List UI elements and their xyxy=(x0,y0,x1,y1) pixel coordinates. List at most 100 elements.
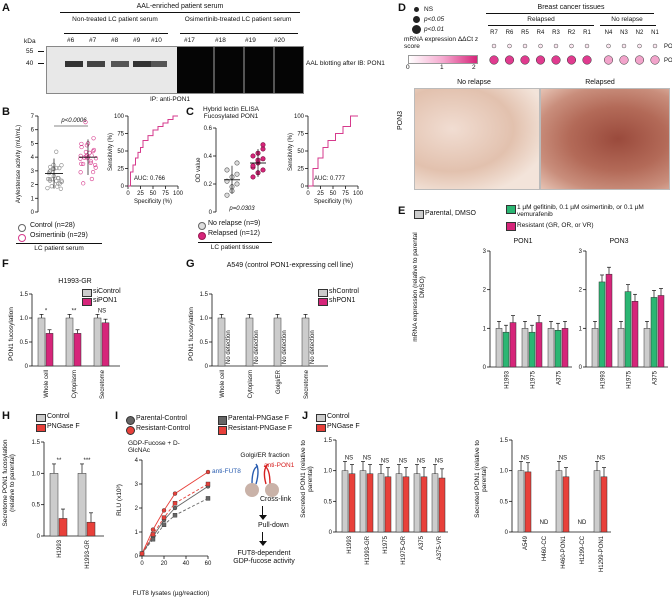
c-roc-auc: AUC: 0.777 xyxy=(314,176,346,182)
g-ylabel: PON1 fucosylation xyxy=(188,307,195,361)
i-point xyxy=(150,532,156,537)
b-scatter-point xyxy=(83,149,88,155)
b-scatter-point xyxy=(88,160,93,165)
c-roc-y-tick-label: 50 xyxy=(297,149,304,155)
f-x-tick-label: Secretome xyxy=(100,369,106,399)
e1-bar xyxy=(561,328,569,368)
d-scale-label: mRNA expression ΔΔCt z score xyxy=(404,36,479,51)
c-roc-y-tick-label: 25 xyxy=(297,167,304,173)
g-no-detection: No detection xyxy=(226,330,232,364)
h-legend-control: Control xyxy=(47,413,70,420)
g-x-tick-label: Cytoplasm xyxy=(248,370,254,398)
e1-bar xyxy=(521,328,529,368)
i-y-tick-label: 1 xyxy=(135,530,139,536)
i-point xyxy=(139,551,145,556)
e-ylabel: mRNA expression (relative to parental DM… xyxy=(412,232,427,342)
a-kda: kDa xyxy=(24,38,36,45)
e2-bar xyxy=(591,328,599,368)
i-y-tick-label: 3 xyxy=(135,482,139,488)
e-title-pon3: PON3 xyxy=(609,238,629,245)
e2-bar xyxy=(631,301,639,368)
e1-y-tick-label: 0 xyxy=(483,365,487,371)
d-scale-0: 0 xyxy=(406,64,410,71)
a-header: AAL-enriched patient serum xyxy=(136,3,224,10)
j2-annotation: ND xyxy=(578,520,587,526)
f-y-tick-label: 0 xyxy=(25,364,29,370)
h-x-tick-label: H1993-GR xyxy=(85,539,91,568)
h-y-tick-label: 0.5 xyxy=(32,503,41,509)
c-scatter-point xyxy=(260,146,266,152)
j1-bar xyxy=(366,473,374,533)
a-lane-9: #9 xyxy=(133,37,141,44)
h-y-tick-label: 0 xyxy=(37,534,41,540)
j1-bar xyxy=(413,473,421,533)
h-bar-chart: 0 0.5 1.0 1.5 ** H1993 *** H1993-GR xyxy=(32,440,104,569)
g-bar xyxy=(217,317,226,367)
g-bar-chart: 0 0.5 1.0 1.5 Whole cell Cytoplasm Golgi/ER Sec… xyxy=(200,292,328,399)
i-diagram-fraction: Golgi/ER fraction xyxy=(240,452,290,459)
b-scatter-point xyxy=(82,155,87,160)
g-no-detection: No detection xyxy=(254,330,260,364)
e2-y-tick-label: 3 xyxy=(579,249,583,255)
j2-annotation: ND xyxy=(540,520,549,526)
d-row-label: PON3 xyxy=(664,58,672,64)
b-scatter-point xyxy=(90,169,96,175)
a-lane-17: #17 xyxy=(184,37,195,44)
i-legend-parental-control: Parental-Control xyxy=(136,415,187,422)
d-dot xyxy=(652,43,658,49)
j-ylabel-left: Secreted PON1 (relative to parental) xyxy=(300,440,315,518)
a-lane-6: #6 xyxy=(67,37,75,44)
a-marker-55: 55 xyxy=(26,48,34,55)
j2-bar xyxy=(555,470,563,533)
j1-annotation: NS xyxy=(345,455,353,461)
f-ylabel: PON1 fucosylation xyxy=(8,307,15,361)
g-y-tick-label: 0.5 xyxy=(200,340,209,346)
j1-bar xyxy=(402,476,410,533)
f-x-tick-label: Cytoplasm xyxy=(72,370,78,398)
j2-bar xyxy=(562,476,570,533)
e1-bar xyxy=(554,330,562,368)
f-annotation: NS xyxy=(98,308,106,314)
d-image-label-norelapse: No relapse xyxy=(457,79,491,86)
f-bar xyxy=(65,317,74,367)
i-point xyxy=(205,496,211,501)
b-scatter-y-tick-label: 5 xyxy=(31,141,35,147)
c-title: Hybrid lectin ELISA Fucosylated PON1 xyxy=(203,106,259,121)
b-roc-y-tick-label: 0 xyxy=(121,184,125,190)
d-dot xyxy=(535,55,546,65)
e1-y-tick-label: 3 xyxy=(483,249,487,255)
panel-label-h: H xyxy=(2,410,10,422)
b-roc-x-tick-label: 50 xyxy=(150,191,157,197)
d-title: Breast cancer tissues xyxy=(537,4,605,11)
e1-x-tick-label: H1975 xyxy=(531,370,537,388)
b-scatter-y-tick-label: 7 xyxy=(31,114,35,120)
e1-bar xyxy=(528,331,536,368)
d-dot xyxy=(650,55,660,65)
b-roc-y-tick-label: 100 xyxy=(114,114,125,120)
i-legend-parental-pngase: Parental-PNGase F xyxy=(228,415,290,422)
e2-x-tick-label: A375 xyxy=(653,370,659,385)
e-title-pon1: PON1 xyxy=(513,238,533,245)
e2-bar xyxy=(624,291,632,368)
j2-x-tick-label: H1299-CC xyxy=(580,535,586,564)
b-roc-x-tick-label: 25 xyxy=(137,191,144,197)
i-xlabel: FUT8 lysates (µg/reaction) xyxy=(132,590,210,597)
h-bar xyxy=(77,473,87,537)
panel-label-e: E xyxy=(398,205,406,217)
d-sample-label: R7 xyxy=(490,30,498,36)
e-legend-drug: 1 µM gefitinib, 0.1 µM osimertinib, or 0… xyxy=(517,204,644,219)
panel-label-b: B xyxy=(2,106,10,118)
f-legend-sicontrol: siControl xyxy=(93,288,121,295)
panel-label-a: A xyxy=(2,2,10,14)
d-dot xyxy=(489,55,499,65)
d-sample-label: R1 xyxy=(583,30,591,36)
d-row-label: PON1 xyxy=(664,44,672,50)
f-annotation: * xyxy=(45,308,48,314)
b-scatter-point xyxy=(48,164,53,170)
j1-bar xyxy=(384,476,392,533)
j1-bar xyxy=(359,470,367,533)
f-bar-chart: 0 0.5 1.0 1.5 * Whole cell ** Cytoplasm NS Secret… xyxy=(20,292,120,399)
c-legend-relapsed: Relapsed (n=12) xyxy=(208,230,260,237)
i-x-tick-label: 40 xyxy=(183,561,190,567)
d-group-relapsed: Relapsed xyxy=(527,16,555,23)
